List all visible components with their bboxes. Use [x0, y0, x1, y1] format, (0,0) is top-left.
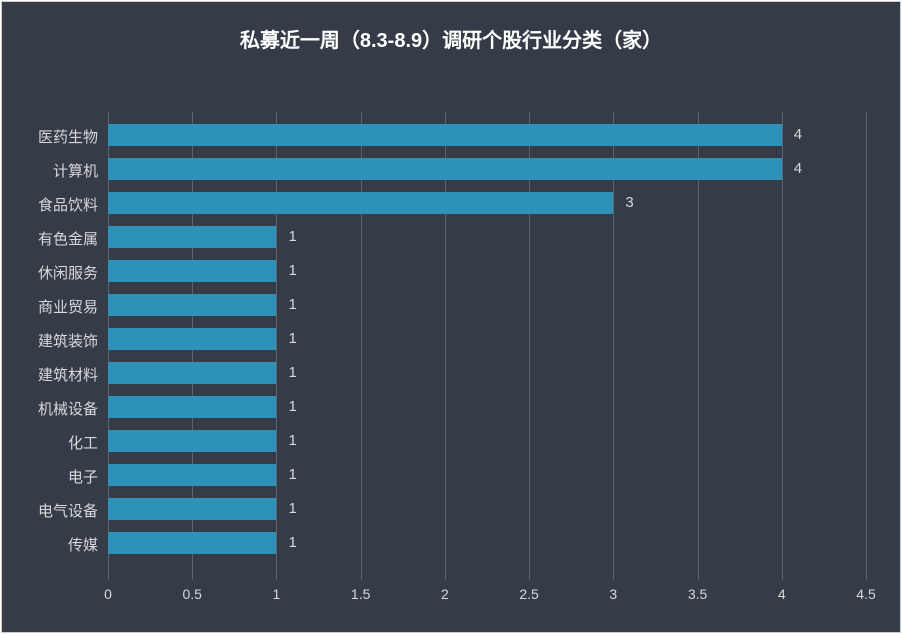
gridline	[361, 112, 362, 580]
x-tick-label: 2	[441, 586, 449, 602]
x-tick-label: 1.5	[351, 586, 370, 602]
gridline	[529, 112, 530, 580]
bar	[108, 226, 276, 248]
gridline	[698, 112, 699, 580]
y-category-label: 商业贸易	[38, 296, 98, 317]
bar	[108, 158, 782, 180]
x-tick-label: 3	[609, 586, 617, 602]
gridline	[445, 112, 446, 580]
bar-value-label: 4	[794, 126, 802, 143]
bar	[108, 532, 276, 554]
y-category-label: 医药生物	[38, 126, 98, 147]
y-category-label: 电子	[68, 466, 98, 487]
y-category-label: 建筑材料	[38, 364, 98, 385]
y-category-label: 机械设备	[38, 398, 98, 419]
bar	[108, 294, 276, 316]
y-category-label: 传媒	[68, 534, 98, 555]
bar-value-label: 1	[288, 534, 296, 551]
gridline	[866, 112, 867, 580]
x-tick-label: 3.5	[688, 586, 707, 602]
x-tick-label: 0.5	[182, 586, 201, 602]
bar-value-label: 1	[288, 432, 296, 449]
bar-value-label: 1	[288, 364, 296, 381]
bar	[108, 362, 276, 384]
gridline	[782, 112, 783, 580]
bar-value-label: 4	[794, 160, 802, 177]
bar-value-label: 1	[288, 500, 296, 517]
bar-value-label: 1	[288, 398, 296, 415]
chart-title: 私募近一周（8.3-8.9）调研个股行业分类（家）	[2, 24, 900, 53]
bar	[108, 192, 613, 214]
bar	[108, 396, 276, 418]
y-category-label: 有色金属	[38, 228, 98, 249]
bar-value-label: 1	[288, 262, 296, 279]
bar	[108, 430, 276, 452]
y-category-label: 计算机	[53, 160, 98, 181]
gridline	[613, 112, 614, 580]
x-tick-label: 4	[778, 586, 786, 602]
y-category-label: 休闲服务	[38, 262, 98, 283]
bar	[108, 260, 276, 282]
chart-container: 私募近一周（8.3-8.9）调研个股行业分类（家） 4 4 3 1 1 1 1 1 1 1 1 1 1 0 0…	[1, 1, 901, 633]
bar-value-label: 1	[288, 466, 296, 483]
x-tick-label: 2.5	[519, 586, 538, 602]
bar	[108, 498, 276, 520]
bar-value-label: 1	[288, 330, 296, 347]
bar-value-label: 1	[288, 228, 296, 245]
gridline	[276, 112, 277, 580]
x-tick-label: 0	[104, 586, 112, 602]
bar	[108, 124, 782, 146]
x-tick-label: 4.5	[856, 586, 875, 602]
y-category-label: 建筑装饰	[38, 330, 98, 351]
bar	[108, 328, 276, 350]
x-tick-label: 1	[273, 586, 281, 602]
bar-value-label: 1	[288, 296, 296, 313]
y-category-label: 电气设备	[38, 500, 98, 521]
plot-area: 4 4 3 1 1 1 1 1 1 1 1 1 1	[108, 112, 866, 580]
y-category-label: 化工	[68, 432, 98, 453]
bar-value-label: 3	[625, 194, 633, 211]
bar	[108, 464, 276, 486]
y-category-label: 食品饮料	[38, 194, 98, 215]
